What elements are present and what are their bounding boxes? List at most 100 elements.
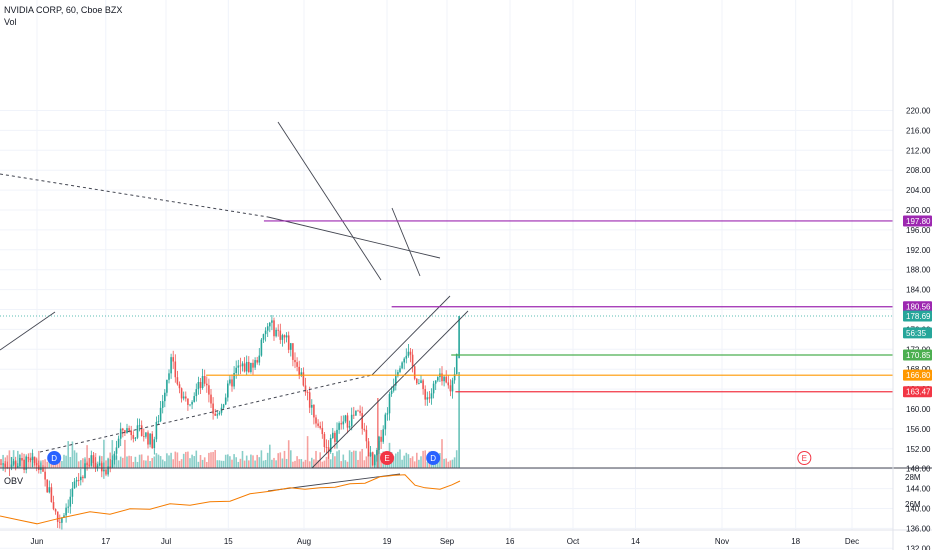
candle-body (323, 434, 326, 448)
candle-body (388, 393, 391, 414)
candle-body (199, 381, 202, 388)
candle-body (271, 320, 273, 323)
price-label-text: 180.56 (906, 303, 931, 312)
candle-body (94, 463, 97, 469)
price-tick-label: 184.00 (906, 286, 931, 295)
trendline-left (0, 311, 56, 351)
trendline-channel-low (371, 295, 451, 376)
candle-body (174, 361, 177, 378)
volume-bar (451, 459, 454, 468)
volume-bar (46, 461, 48, 468)
volume-bar (235, 457, 237, 468)
candle-body (138, 425, 141, 427)
obv-legend[interactable]: OBV (4, 476, 24, 486)
volume-bar (308, 461, 311, 468)
volume-bar (294, 460, 296, 468)
candle-body (155, 421, 158, 440)
candle-body (285, 335, 288, 338)
volume-bar (124, 439, 126, 468)
volume-bar (304, 459, 307, 468)
volume-bar (443, 458, 445, 468)
candle-body (6, 466, 9, 468)
candle-body (119, 428, 122, 439)
volume-bar (115, 455, 118, 468)
candle-body (176, 377, 179, 385)
volume-bar (201, 459, 204, 468)
time-axis[interactable]: Jun 17 Jul 15 Aug 19 Sep 16 Oct 14 Nov 18 Dec (31, 537, 860, 546)
price-tick-label: 212.00 (906, 146, 931, 155)
volume-bar (166, 453, 168, 468)
candle-body (262, 334, 265, 340)
candle-body (275, 329, 277, 337)
candle-body (453, 374, 456, 381)
volume-bar (292, 461, 294, 468)
volume-bar (447, 461, 450, 468)
candle-body (227, 383, 229, 398)
volume-bar (317, 460, 319, 468)
volume-bar (334, 456, 336, 468)
candle-body (380, 436, 382, 442)
volume-legend[interactable]: Vol (4, 17, 17, 27)
candle-body (105, 469, 107, 475)
price-tick-label: 156.00 (906, 425, 931, 434)
candles (0, 315, 460, 530)
candle-body (111, 460, 114, 468)
price-label-box (903, 386, 932, 398)
volume-bar (147, 455, 149, 468)
volume-bar (315, 450, 317, 468)
volume-bar (197, 461, 200, 468)
volume-bar (130, 456, 132, 468)
candle-body (210, 394, 212, 404)
candle-body (250, 362, 252, 373)
candle-body (80, 476, 82, 481)
time-tick-label: Nov (715, 537, 729, 546)
price-axis[interactable]: 220.00 216.00 212.00 208.00 204.00 200.00 196.… (892, 0, 932, 550)
price-tick-label: 148.00 (906, 465, 931, 474)
candle-body (302, 372, 305, 386)
candle-body (56, 511, 59, 522)
candle-body (59, 521, 61, 523)
volume-bar (260, 450, 263, 468)
candle-body (48, 487, 51, 493)
volume-bar (445, 458, 447, 468)
volume-bar (355, 450, 357, 468)
candle-body (101, 463, 103, 472)
volume-bar (269, 444, 271, 468)
candle-body (300, 372, 303, 376)
volume-bar (311, 457, 313, 468)
candle-body (143, 436, 145, 437)
candle-body (416, 378, 418, 384)
candle-body (67, 506, 69, 508)
volume-bar (212, 451, 214, 468)
horizontal-levels[interactable] (0, 220, 893, 393)
candle-body (420, 380, 422, 384)
candle-body (71, 488, 74, 497)
price-label-box (903, 349, 932, 361)
candle-body (447, 382, 450, 386)
candle-body (359, 410, 361, 414)
candle-body (233, 373, 235, 387)
price-label-box (903, 310, 932, 322)
candle-body (369, 452, 372, 457)
volume-bar (42, 460, 44, 468)
volume-bar (67, 441, 69, 468)
candle-body (52, 502, 55, 510)
candle-body (264, 330, 267, 335)
candle-body (82, 476, 84, 479)
symbol-title[interactable]: NVIDIA CORP, 60, Cboe BZX (4, 5, 123, 15)
volume-bar (161, 459, 164, 468)
candle-body (384, 414, 387, 430)
candle-body (40, 467, 42, 470)
price-tick-label: 208.00 (906, 166, 931, 175)
candle-body (441, 373, 443, 382)
volume-bar (220, 460, 223, 468)
candle-body (239, 365, 242, 367)
candle-body (185, 396, 187, 399)
volume-bar (250, 454, 252, 468)
volume-bar (103, 439, 105, 468)
candle-body (149, 433, 151, 445)
volume-bar (285, 458, 288, 468)
candle-body (371, 452, 374, 466)
